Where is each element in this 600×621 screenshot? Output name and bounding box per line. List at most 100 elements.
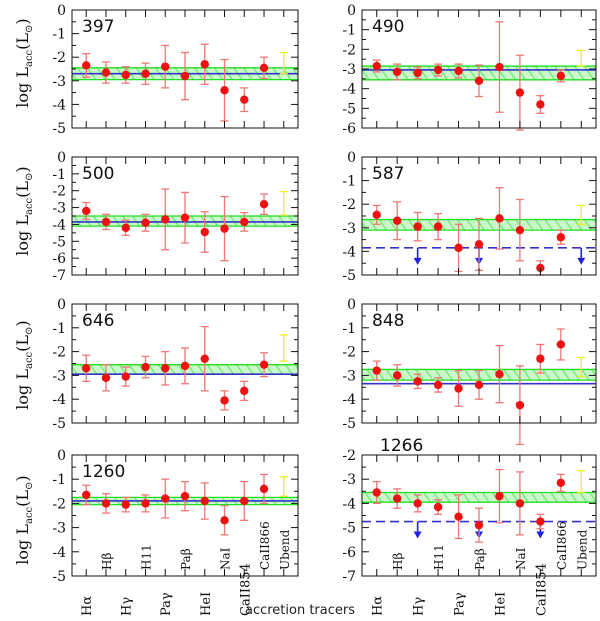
panel-587 xyxy=(361,156,597,276)
data-point xyxy=(82,206,91,216)
data-point xyxy=(121,500,130,509)
data-point xyxy=(259,63,269,73)
x-tick-label-inner: CaII866 xyxy=(258,521,272,570)
x-tick-label-inner: Paβ xyxy=(179,548,193,570)
data-point xyxy=(101,217,111,227)
data-point xyxy=(515,225,525,235)
data-point xyxy=(556,71,566,81)
data-point xyxy=(392,216,402,225)
x-tick-label-inner: Paβ xyxy=(473,548,487,570)
y-tick-label: -2 xyxy=(342,42,356,58)
ylabel-sub: acc xyxy=(24,506,36,524)
y-tick-label: -6 xyxy=(52,251,66,267)
panel-label: 587 xyxy=(372,164,404,184)
y-tick-label: 0 xyxy=(347,297,356,313)
data-point xyxy=(82,61,91,70)
data-point xyxy=(413,377,422,386)
x-tick-label: Hα xyxy=(80,596,95,616)
y-tick-label: -1 xyxy=(342,174,356,190)
y-tick-label: -3 xyxy=(52,74,66,90)
y-tick-label: -2 xyxy=(52,184,66,200)
data-point xyxy=(495,62,504,72)
panel-646 xyxy=(71,303,299,424)
panel-label: 1266 xyxy=(380,436,423,456)
data-point xyxy=(200,354,209,363)
x-tick-label-inner: CaII866 xyxy=(555,521,569,570)
y-tick-label: -2 xyxy=(342,197,356,213)
data-point xyxy=(495,214,504,223)
x-tick-label-inner: Hβ xyxy=(100,553,114,570)
panel-label: 500 xyxy=(82,164,114,184)
ylabel-main: log L xyxy=(13,67,32,108)
ylabel-unit: (L xyxy=(13,489,32,507)
data-point xyxy=(392,67,402,77)
data-point xyxy=(392,494,402,503)
panel-label: 397 xyxy=(82,17,114,37)
y-tick-label: 0 xyxy=(347,3,356,19)
data-point xyxy=(240,217,249,227)
data-point xyxy=(413,68,422,78)
upper-limit-arrowhead xyxy=(413,257,422,265)
y-tick-label: 0 xyxy=(347,150,356,166)
panel-848 xyxy=(361,303,597,446)
upper-limit-arrowhead xyxy=(413,531,422,539)
y-tick-label: -3 xyxy=(342,472,356,488)
x-tick-label-inner: NaI xyxy=(219,547,233,570)
y-tick-label: -4 xyxy=(342,496,356,512)
data-point xyxy=(180,491,190,501)
data-point xyxy=(536,263,545,273)
data-point xyxy=(454,512,463,521)
y-tick-label: -2 xyxy=(52,50,66,66)
data-point xyxy=(141,218,150,227)
data-point xyxy=(495,491,504,501)
data-point xyxy=(474,240,484,249)
y-tick-label: -3 xyxy=(342,221,356,237)
x-axis-title: accretion tracers xyxy=(244,603,356,618)
y-tick-label: -3 xyxy=(52,521,66,537)
x-tick-label-inner: Ubend xyxy=(278,529,292,570)
data-point xyxy=(515,499,525,508)
data-point xyxy=(536,517,545,526)
data-point xyxy=(180,361,190,371)
ylabel-close: ) xyxy=(13,18,32,25)
data-point xyxy=(121,372,130,381)
y-tick-label: -1 xyxy=(52,321,66,337)
panel-label: 1260 xyxy=(82,462,125,482)
data-point xyxy=(372,488,381,497)
y-tick-label: -1 xyxy=(342,321,356,337)
ylabel-close: ) xyxy=(13,166,32,173)
y-tick-label: 0 xyxy=(57,297,66,313)
y-tick-label: -4 xyxy=(52,217,66,233)
data-point xyxy=(180,71,190,81)
data-point xyxy=(220,396,229,405)
y-tick-label: -2 xyxy=(342,448,356,464)
panel-1266 xyxy=(361,454,597,577)
data-point xyxy=(121,223,130,232)
data-point xyxy=(515,88,525,97)
y-tick-label: -3 xyxy=(342,368,356,384)
y-tick-label: -5 xyxy=(342,521,356,537)
x-tick-label: Paγ xyxy=(159,592,174,616)
ylabel-unit: (L xyxy=(13,180,32,198)
ylabel-unit: (L xyxy=(13,334,32,352)
data-point xyxy=(556,233,566,242)
y-tick-label: 0 xyxy=(57,150,66,166)
y-tick-label: -4 xyxy=(342,82,356,98)
panel-500 xyxy=(71,156,299,276)
x-tick-label: HeI xyxy=(199,592,214,616)
x-tick-label: Hγ xyxy=(120,597,135,616)
data-point xyxy=(495,370,504,379)
x-tick-label: HeI xyxy=(493,592,508,616)
x-tick-label-inner: H11 xyxy=(139,544,153,570)
ylabel-main: log L xyxy=(13,369,32,410)
y-tick-label: -1 xyxy=(342,23,356,39)
x-tick-label: CaII854 xyxy=(534,563,549,616)
y-axis-label-row4: log Lacc(L⊙) xyxy=(13,455,36,585)
x-tick-label-inner: H11 xyxy=(432,544,446,570)
x-tick-label: Hγ xyxy=(412,597,427,616)
y-axis-label-row1: log Lacc(L⊙) xyxy=(13,0,35,128)
data-point xyxy=(454,243,463,253)
ylabel-sub: acc xyxy=(24,351,36,369)
x-tick-label: Hα xyxy=(371,596,386,616)
